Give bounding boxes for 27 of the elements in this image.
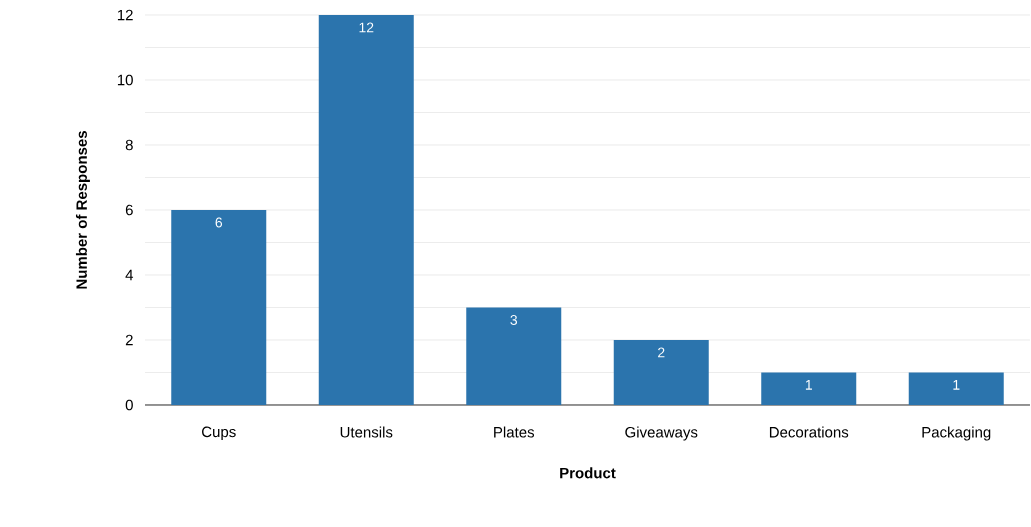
y-tick-label: 4 <box>125 269 134 281</box>
x-tick-label: Giveaways <box>625 426 698 441</box>
y-tick-label: 6 <box>125 204 133 216</box>
x-tick-label: Utensils <box>340 426 393 438</box>
bar <box>908 372 1004 405</box>
data-label: 1 <box>805 380 812 390</box>
data-label: 3 <box>510 315 518 325</box>
x-tick-label: Cups <box>202 426 236 441</box>
y-tick-label: 10 <box>117 74 133 86</box>
bar <box>466 307 562 405</box>
x-tick-label: Decorations <box>769 426 849 438</box>
bar <box>318 14 414 405</box>
data-label: 1 <box>953 380 960 390</box>
x-tick-label: Packaging <box>922 426 991 441</box>
bar <box>613 339 709 405</box>
y-axis-title: Number of Responses <box>75 131 90 289</box>
y-tick-label: 12 <box>117 9 133 21</box>
data-label: 12 <box>359 22 374 33</box>
y-tick-label: 0 <box>125 399 133 411</box>
bar <box>171 209 267 405</box>
y-tick-label: 8 <box>125 139 133 151</box>
x-tick-label: Plates <box>494 426 535 438</box>
bar <box>761 372 857 405</box>
data-label: 2 <box>658 347 665 358</box>
y-tick-label: 2 <box>125 334 133 346</box>
x-axis-title: Product <box>560 467 616 479</box>
data-label: 6 <box>215 217 223 228</box>
